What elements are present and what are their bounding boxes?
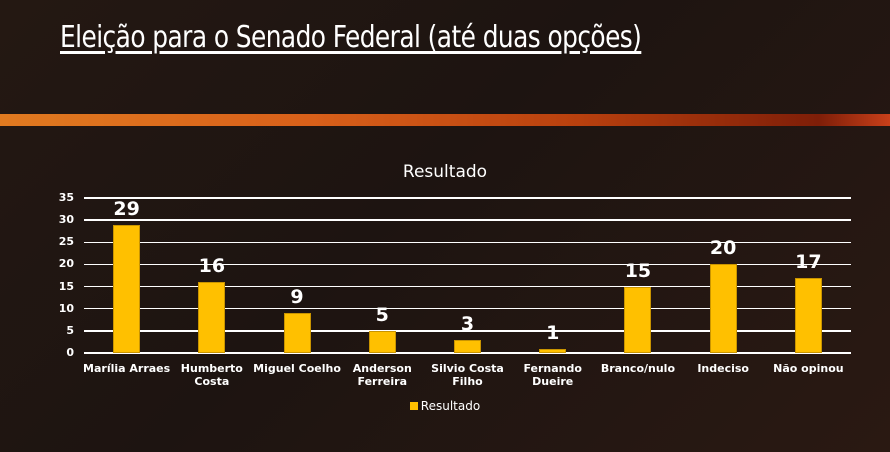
x-tick-label: Marília Arraes (83, 362, 171, 375)
x-tick-label: Não opinou (773, 362, 844, 375)
accent-band (0, 114, 890, 126)
y-tick-label: 0 (66, 346, 74, 359)
bar (794, 277, 822, 353)
gridline (84, 307, 851, 310)
y-tick-label: 35 (58, 191, 74, 204)
data-label: 17 (795, 250, 822, 273)
data-label: 1 (546, 321, 560, 344)
y-tick-label: 30 (58, 213, 74, 227)
bar (539, 348, 567, 353)
x-tick-label: Indeciso (697, 362, 749, 375)
legend-swatch-icon (409, 402, 418, 410)
x-tick-label: Anderson Ferreira (352, 362, 412, 388)
bar (283, 313, 311, 353)
chart-legend: Resultado (0, 399, 890, 413)
gridline (84, 219, 851, 221)
y-tick-label: 25 (58, 235, 74, 249)
data-label: 3 (460, 312, 475, 335)
x-tick-label: Branco/nulo (600, 362, 676, 375)
gridline (84, 241, 851, 244)
x-tick-label: Silvio Costa Filho (431, 362, 504, 388)
bar (624, 286, 652, 353)
data-label: 9 (290, 286, 304, 309)
y-tick-label: 10 (58, 301, 74, 315)
data-label: 16 (198, 255, 226, 278)
x-tick-label: Miguel Coelho (253, 362, 341, 375)
gridline (84, 330, 851, 332)
slide-title: Eleição para o Senado Federal (até duas … (60, 20, 642, 55)
bar (454, 339, 481, 353)
bar (709, 264, 737, 353)
data-label: 29 (113, 197, 140, 220)
data-label: 5 (375, 303, 389, 326)
chart-title: Resultado (402, 162, 488, 182)
bar (113, 224, 141, 353)
bar (198, 282, 226, 353)
data-label: 15 (624, 259, 652, 282)
gridline (84, 263, 851, 266)
x-tick-label: Fernando Dueire (523, 362, 582, 388)
y-tick-label: 15 (58, 279, 74, 293)
gridline (84, 285, 851, 288)
y-tick-label: 20 (58, 257, 74, 271)
y-tick-label: 5 (66, 323, 74, 337)
data-label: 20 (709, 237, 737, 260)
legend-label: Resultado (420, 399, 481, 413)
gridline (84, 352, 851, 354)
x-tick-label: Humberto Costa (180, 362, 243, 388)
gridline (84, 197, 851, 199)
bar (368, 330, 396, 353)
